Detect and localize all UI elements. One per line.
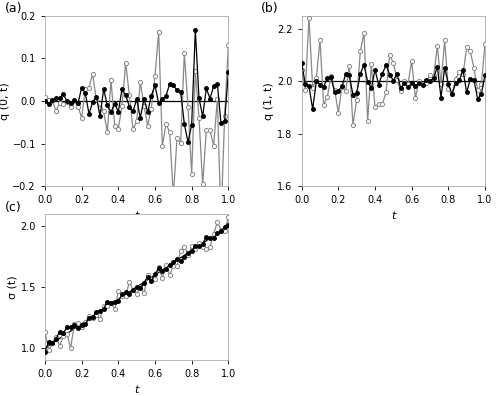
X-axis label: t: t [134,385,139,395]
Y-axis label: σ (t): σ (t) [8,275,18,299]
X-axis label: t: t [134,211,139,221]
Text: (a): (a) [4,2,22,15]
Y-axis label: q (0, t): q (0, t) [0,82,10,120]
Text: (b): (b) [262,2,279,15]
Text: (c): (c) [4,201,21,214]
X-axis label: t: t [391,211,396,221]
Y-axis label: q (1, t): q (1, t) [264,82,274,120]
